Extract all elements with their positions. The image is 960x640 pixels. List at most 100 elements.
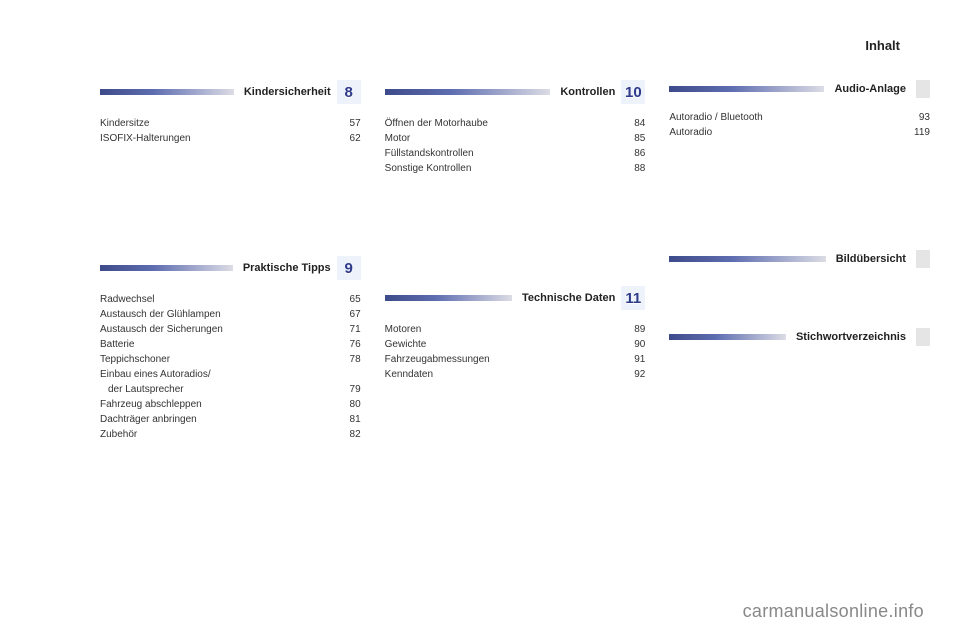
entry-label: Dachträger anbringen (100, 412, 333, 427)
toc-section: Kindersicherheit 8 Kindersitze57ISOFIX-Hal… (100, 80, 361, 146)
entry-list: Kindersitze57ISOFIX-Halterungen62 (100, 116, 361, 146)
section-title: Audio-Anlage (834, 83, 906, 95)
toc-entry: Sonstige Kontrollen88 (385, 161, 646, 176)
entry-label: Teppichschoner (100, 352, 333, 367)
entry-label: Öffnen der Motorhaube (385, 116, 618, 131)
toc-entry: Gewichte90 (385, 337, 646, 352)
toc-entry: Motoren89 (385, 322, 646, 337)
section-header: Kindersicherheit 8 (100, 80, 361, 104)
toc-grid: Kindersicherheit 8 Kindersitze57ISOFIX-Hal… (100, 80, 930, 552)
toc-section: Technische Daten 11 Motoren89Gewichte90Fah… (385, 286, 646, 382)
toc-entry: Autoradio / Bluetooth93 (669, 110, 930, 125)
entry-page: 71 (333, 322, 361, 337)
side-tab (916, 80, 930, 98)
toc-entry: Einbau eines Autoradios/ (100, 367, 361, 382)
divider-bar (100, 265, 233, 271)
entry-label: Radwechsel (100, 292, 333, 307)
entry-label: Austausch der Sicherungen (100, 322, 333, 337)
divider-bar (100, 89, 234, 95)
entry-label: Einbau eines Autoradios/ (100, 367, 333, 382)
toc-entry: Radwechsel65 (100, 292, 361, 307)
watermark: carmanualsonline.info (743, 601, 924, 622)
section-header: Kontrollen 10 (385, 80, 646, 104)
entry-label: Austausch der Glühlampen (100, 307, 333, 322)
section-title: Praktische Tipps (243, 262, 331, 274)
section-title: Kontrollen (560, 86, 615, 98)
toc-entry: ISOFIX-Halterungen62 (100, 131, 361, 146)
divider-bar (669, 86, 824, 92)
entry-label: der Lautsprecher (108, 382, 333, 397)
entry-page: 82 (333, 427, 361, 442)
entry-page: 80 (333, 397, 361, 412)
toc-entry: Fahrzeugabmessungen91 (385, 352, 646, 367)
divider-bar (385, 89, 551, 95)
entry-page: 90 (617, 337, 645, 352)
entry-list: Radwechsel65Austausch der Glühlampen67Au… (100, 292, 361, 442)
entry-page: 76 (333, 337, 361, 352)
side-tab (916, 250, 930, 268)
toc-entry: Zubehör82 (100, 427, 361, 442)
entry-page: 67 (333, 307, 361, 322)
entry-page: 62 (333, 131, 361, 146)
entry-label: Kenndaten (385, 367, 618, 382)
entry-label: Autoradio / Bluetooth (669, 110, 902, 125)
entry-page: 86 (617, 146, 645, 161)
section-header: Praktische Tipps 9 (100, 256, 361, 280)
entry-page: 79 (333, 382, 361, 397)
entry-list: Öffnen der Motorhaube84Motor85Füllstands… (385, 116, 646, 176)
toc-entry: Kindersitze57 (100, 116, 361, 131)
toc-entry: Austausch der Glühlampen67 (100, 307, 361, 322)
toc-entry: Autoradio119 (669, 125, 930, 140)
toc-entry: Fahrzeug abschleppen80 (100, 397, 361, 412)
entry-label: Batterie (100, 337, 333, 352)
entry-label: Motor (385, 131, 618, 146)
toc-entry: Austausch der Sicherungen71 (100, 322, 361, 337)
entry-page: 91 (617, 352, 645, 367)
section-number: 11 (621, 286, 645, 310)
toc-entry: Batterie76 (100, 337, 361, 352)
toc-section: Kontrollen 10 Öffnen der Motorhaube84Motor… (385, 80, 646, 176)
entry-list: Autoradio / Bluetooth93Autoradio119 (669, 110, 930, 140)
entry-page: 85 (617, 131, 645, 146)
section-title: Kindersicherheit (244, 86, 331, 98)
entry-label: Fahrzeugabmessungen (385, 352, 618, 367)
divider-bar (385, 295, 512, 301)
entry-label: Füllstandskontrollen (385, 146, 618, 161)
entry-list: Motoren89Gewichte90Fahrzeugabmessungen91… (385, 322, 646, 382)
entry-label: Sonstige Kontrollen (385, 161, 618, 176)
entry-label: Zubehör (100, 427, 333, 442)
entry-page: 92 (617, 367, 645, 382)
entry-page: 65 (333, 292, 361, 307)
divider-bar (669, 334, 786, 340)
toc-entry: Motor85 (385, 131, 646, 146)
divider-bar (669, 256, 825, 262)
section-number: 10 (621, 80, 645, 104)
toc-entry: Öffnen der Motorhaube84 (385, 116, 646, 131)
entry-label: ISOFIX-Halterungen (100, 131, 333, 146)
page-header: Inhalt (865, 38, 900, 53)
entry-page: 93 (902, 110, 930, 125)
entry-page: 88 (617, 161, 645, 176)
toc-entry: Füllstandskontrollen86 (385, 146, 646, 161)
toc-section: Praktische Tipps9Radwechsel65Austausch d… (100, 256, 361, 442)
section-title: Bildübersicht (836, 253, 906, 265)
section-number: 9 (337, 256, 361, 280)
section-title: Stichwortverzeichnis (796, 331, 906, 343)
toc-section: Audio-Anlage Autoradio / Bluetooth93Autor… (669, 80, 930, 140)
section-number: 8 (337, 80, 361, 104)
side-tab (916, 328, 930, 346)
entry-page: 78 (333, 352, 361, 367)
entry-page: 57 (333, 116, 361, 131)
toc-entry: der Lautsprecher79 (100, 382, 361, 397)
toc-entry: Dachträger anbringen81 (100, 412, 361, 427)
entry-page: 119 (902, 125, 930, 140)
section-header: Technische Daten 11 (385, 286, 646, 310)
entry-page (333, 367, 361, 382)
entry-label: Gewichte (385, 337, 618, 352)
toc-section: Stichwortverzeichnis (669, 328, 930, 346)
section-header: Bildübersicht (669, 250, 930, 268)
entry-label: Motoren (385, 322, 618, 337)
entry-label: Kindersitze (100, 116, 333, 131)
toc-entry: Teppichschoner78 (100, 352, 361, 367)
section-title: Technische Daten (522, 292, 615, 304)
